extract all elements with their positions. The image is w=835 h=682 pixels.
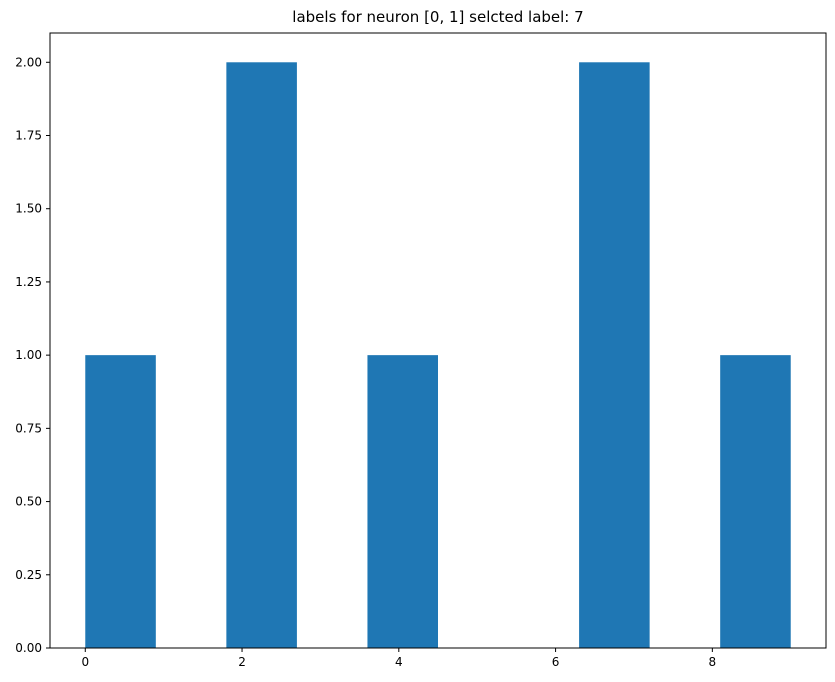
x-tick-label: 2 bbox=[238, 655, 246, 669]
chart-title: labels for neuron [0, 1] selcted label: … bbox=[292, 8, 583, 26]
y-tick-label: 0.25 bbox=[15, 568, 42, 582]
histogram-bar-9 bbox=[720, 355, 791, 648]
y-tick-label: 1.75 bbox=[15, 129, 42, 143]
y-tick-label: 0.75 bbox=[15, 421, 42, 435]
plot-area-frame bbox=[49, 32, 827, 649]
x-tick-label: 4 bbox=[395, 655, 403, 669]
histogram-bar-0 bbox=[85, 355, 156, 648]
y-tick-label: 0.50 bbox=[15, 495, 42, 509]
x-tick-label: 0 bbox=[81, 655, 89, 669]
histogram-bar-7 bbox=[579, 62, 650, 649]
histogram-bar-2 bbox=[226, 62, 297, 649]
y-tick-label: 2.00 bbox=[15, 55, 42, 69]
ticks-layer: 0 2 4 6 8 0.00 0.25 0.50 0.75 1.00 1.25 1.50 1.75 2.0… bbox=[15, 55, 716, 669]
y-tick-label: 1.00 bbox=[15, 348, 42, 362]
y-tick-label: 1.25 bbox=[15, 275, 42, 289]
x-tick-label: 6 bbox=[552, 655, 560, 669]
histogram-bar-4 bbox=[367, 355, 438, 648]
bars-layer bbox=[85, 62, 791, 649]
y-tick-label: 1.50 bbox=[15, 202, 42, 216]
y-tick-label: 0.00 bbox=[15, 641, 42, 655]
x-tick-label: 8 bbox=[709, 655, 717, 669]
